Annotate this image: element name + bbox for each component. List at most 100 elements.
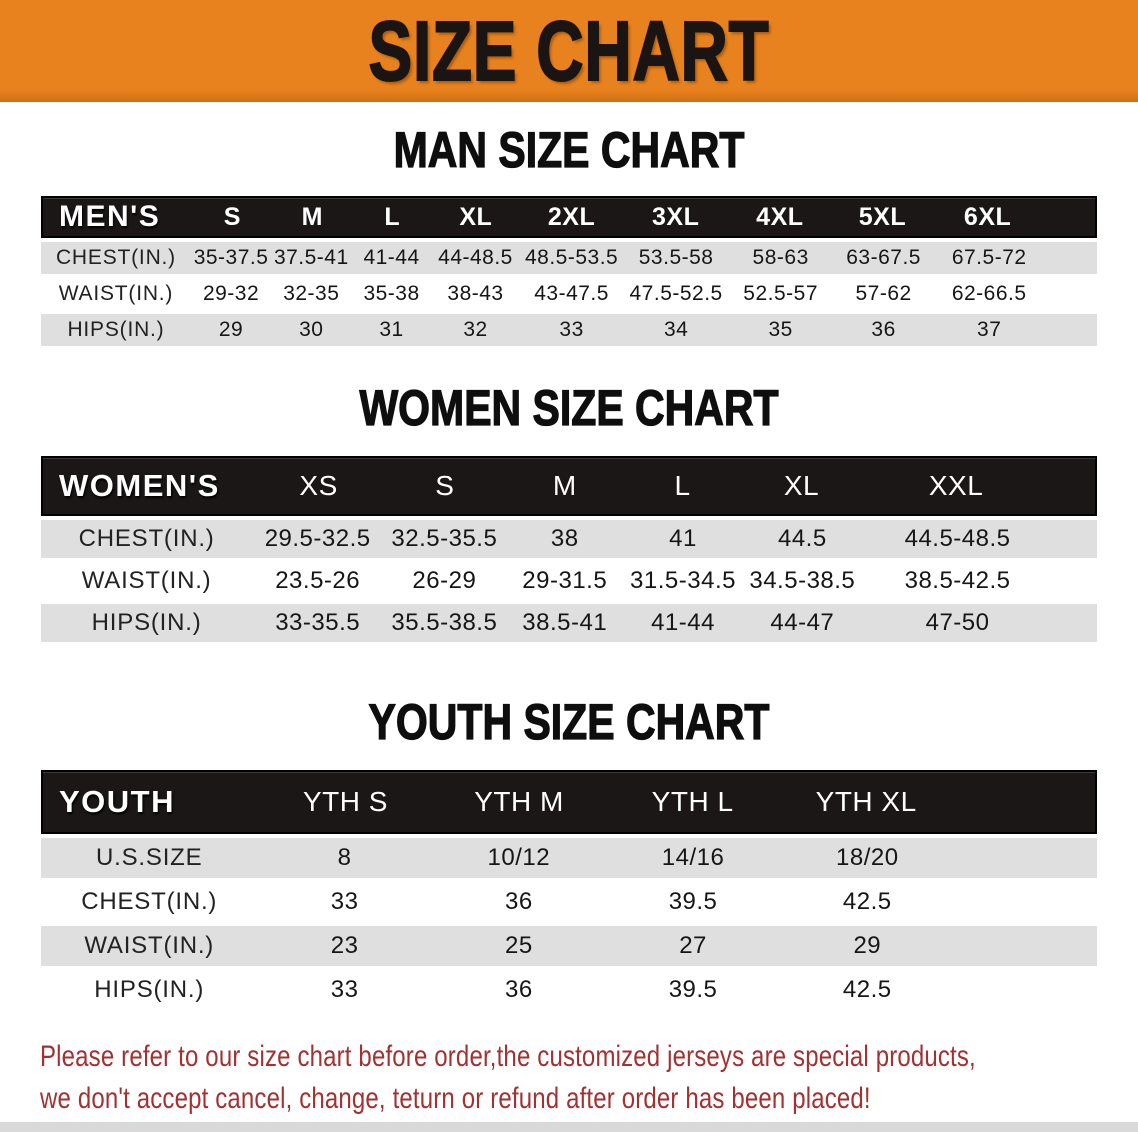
cell-value: 38.5-41 <box>522 609 608 636</box>
cell-value: 32-35 <box>283 282 340 305</box>
cell-value: 39.5 <box>668 976 718 1003</box>
cell-value: 23.5-26 <box>275 567 361 594</box>
table-header-row: YOUTH YTH S YTH M YTH L YTH XL <box>41 770 1097 834</box>
row-label: CHEST(IN.) <box>78 525 215 552</box>
cell-value: 27 <box>679 932 707 959</box>
table-row: HIPS(IN.) 33 36 39.5 42.5 <box>41 970 1097 1010</box>
bottom-strip <box>0 1122 1138 1132</box>
table-row: WAIST(IN.) 23 25 27 29 <box>41 926 1097 966</box>
row-label: CHEST(IN.) <box>81 888 218 915</box>
table-row: WAIST(IN.) 23.5-26 26-29 29-31.5 31.5-34.5 34… <box>41 562 1097 600</box>
size-column-header: XL <box>783 470 820 501</box>
table-row: WAIST(IN.) 29-32 32-35 35-38 38-43 43-47.5 47.… <box>41 278 1097 310</box>
size-column-header: L <box>674 470 691 501</box>
men-size-table: MEN'S S M L XL 2XL 3XL 4XL 5XL 6XL CHEST(IN.) 35-37… <box>41 196 1097 346</box>
cell-value: 52.5-57 <box>743 282 819 305</box>
cell-value: 8 <box>337 844 352 871</box>
cell-value: 47.5-52.5 <box>629 282 723 305</box>
cell-value: 33 <box>330 976 359 1003</box>
youth-size-table: YOUTH YTH S YTH M YTH L YTH XL U.S.SIZE 8 10/12… <box>41 770 1097 1010</box>
size-column-header: YTH M <box>474 786 564 817</box>
size-column-header: XXL <box>928 470 984 501</box>
women-section: WOMEN SIZE CHART WOMEN'S XS S M L XL XXL CHEST(… <box>0 381 1138 642</box>
table-group-label: WOMEN'S <box>59 468 220 503</box>
youth-section: YOUTH SIZE CHART YOUTH YTH S YTH M YTH L YTH… <box>0 694 1138 1010</box>
cell-value: 37 <box>977 318 1002 341</box>
cell-value: 62-66.5 <box>951 282 1027 305</box>
cell-value: 42.5 <box>842 976 892 1003</box>
row-label: HIPS(IN.) <box>94 976 205 1003</box>
banner: SIZE CHART <box>0 0 1138 102</box>
cell-value: 30 <box>299 318 324 341</box>
cell-value: 36 <box>504 888 533 915</box>
size-column-header: XS <box>299 470 338 501</box>
row-label: WAIST(IN.) <box>58 282 174 305</box>
cell-value: 36 <box>504 976 533 1003</box>
cell-value: 32.5-35.5 <box>391 525 498 552</box>
cell-value: 34.5-38.5 <box>749 567 856 594</box>
cell-value: 41 <box>669 525 697 552</box>
cell-value: 38.5-42.5 <box>904 567 1011 594</box>
cell-value: 37.5-41 <box>273 246 349 269</box>
size-column-header: 3XL <box>652 202 700 231</box>
banner-title: SIZE CHART <box>368 4 770 98</box>
size-column-header: 6XL <box>963 202 1012 231</box>
cell-value: 33 <box>559 318 584 341</box>
size-column-header: YTH L <box>651 786 734 817</box>
cell-value: 14/16 <box>661 844 725 871</box>
cell-value: 38 <box>550 525 579 552</box>
cell-value: 67.5-72 <box>951 246 1027 269</box>
cell-value: 48.5-53.5 <box>524 246 619 269</box>
size-column-header: YTH XL <box>815 786 917 817</box>
cell-value: 33 <box>330 888 359 915</box>
cell-value: 44-47 <box>770 609 835 636</box>
cell-value: 31.5-34.5 <box>630 567 736 594</box>
row-label: HIPS(IN.) <box>91 609 202 636</box>
youth-section-title: YOUTH SIZE CHART <box>368 694 770 750</box>
cell-value: 39.5 <box>668 888 718 915</box>
size-column-header: M <box>552 470 577 501</box>
cell-value: 44-48.5 <box>438 246 513 269</box>
size-column-header: YTH S <box>302 786 388 817</box>
cell-value: 35.5-38.5 <box>391 609 498 636</box>
table-header-row: WOMEN'S XS S M L XL XXL <box>41 456 1097 516</box>
cell-value: 32 <box>463 318 488 341</box>
cell-value: 44.5-48.5 <box>904 525 1011 552</box>
cell-value: 63-67.5 <box>846 246 921 269</box>
men-section-title: MAN SIZE CHART <box>393 122 745 178</box>
cell-value: 42.5 <box>842 888 892 915</box>
table-row: CHEST(IN.) 29.5-32.5 32.5-35.5 38 41 44.5 44.5… <box>41 520 1097 558</box>
table-group-label: YOUTH <box>59 784 175 819</box>
cell-value: 36 <box>871 318 896 341</box>
cell-value: 58-63 <box>752 246 809 269</box>
table-row: U.S.SIZE 8 10/12 14/16 18/20 <box>41 838 1097 878</box>
cell-value: 31 <box>379 318 404 341</box>
size-column-header: S <box>435 470 455 501</box>
size-column-header: L <box>384 202 401 231</box>
cell-value: 35-38 <box>363 282 420 305</box>
table-header-row: MEN'S S M L XL 2XL 3XL 4XL 5XL 6XL <box>41 196 1097 238</box>
cell-value: 41-44 <box>363 246 420 269</box>
cell-value: 29 <box>218 318 244 341</box>
table-row: CHEST(IN.) 33 36 39.5 42.5 <box>41 882 1097 922</box>
cell-value: 57-62 <box>855 282 912 305</box>
disclaimer: Please refer to our size chart before or… <box>40 1036 1138 1120</box>
cell-value: 29-31.5 <box>522 567 608 594</box>
size-column-header: XL <box>459 202 493 231</box>
cell-value: 34 <box>663 318 689 341</box>
cell-value: 38-43 <box>447 282 504 305</box>
cell-value: 10/12 <box>487 844 551 871</box>
table-row: HIPS(IN.) 29 30 31 32 33 34 35 36 37 <box>41 314 1097 346</box>
cell-value: 53.5-58 <box>638 246 714 269</box>
cell-value: 29 <box>853 932 882 959</box>
cell-value: 25 <box>504 932 533 959</box>
table-row: CHEST(IN.) 35-37.5 37.5-41 41-44 44-48.5 48.5… <box>41 242 1097 274</box>
cell-value: 44.5 <box>777 525 827 552</box>
cell-value: 33-35.5 <box>275 609 361 636</box>
cell-value: 43-47.5 <box>534 282 609 305</box>
cell-value: 29-32 <box>202 282 260 305</box>
cell-value: 41-44 <box>651 609 715 636</box>
disclaimer-line-1: Please refer to our size chart before or… <box>40 1040 976 1073</box>
men-section: MAN SIZE CHART MEN'S S M L XL 2XL 3XL 4XL 5XL 6XL… <box>0 122 1138 346</box>
size-column-header: M <box>301 202 323 231</box>
